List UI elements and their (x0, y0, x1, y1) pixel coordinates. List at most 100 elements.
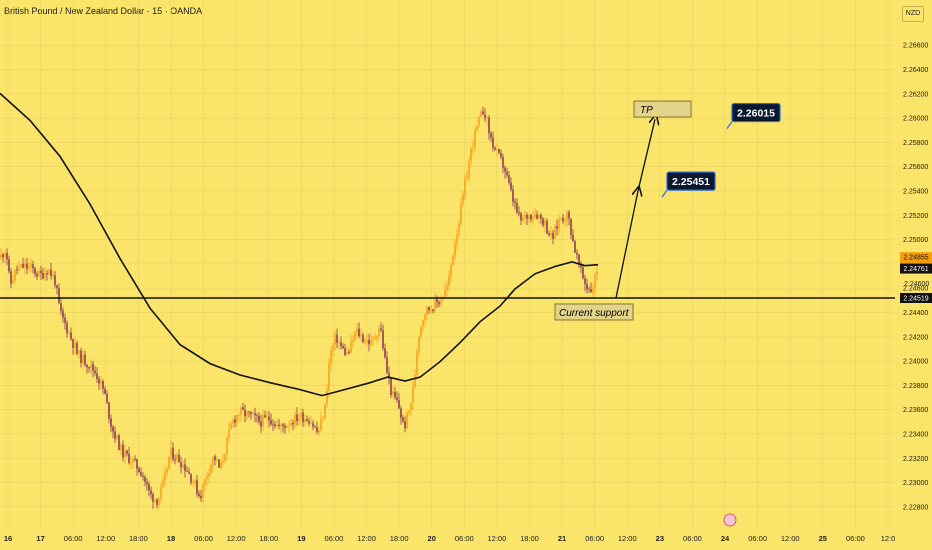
candle-body (24, 263, 26, 268)
target-2-pointer (726, 121, 733, 129)
candle-body (496, 149, 498, 150)
candle-body (238, 415, 240, 416)
currency-button[interactable]: NZD (902, 6, 924, 22)
candle-body (334, 334, 336, 345)
candle-body (138, 468, 140, 473)
candle-body (180, 462, 182, 468)
candle-body (14, 269, 16, 281)
candle-body (476, 125, 478, 131)
candle-body (142, 475, 144, 478)
candle-body (554, 226, 556, 239)
y-tick-label: 2.23000 (903, 480, 928, 487)
candle-body (442, 296, 444, 301)
candle-body (192, 482, 194, 484)
candle-body (338, 342, 340, 344)
candle-body (478, 116, 480, 126)
candle-body (6, 253, 8, 260)
candle-body (594, 275, 596, 290)
candle-body (246, 411, 248, 417)
candle-body (564, 220, 566, 222)
x-tick-label: 06:00 (455, 534, 474, 543)
candle-body (166, 468, 168, 473)
candle-body (482, 111, 484, 115)
candle-body (252, 413, 254, 415)
target-1-pointer (661, 189, 668, 198)
candle-body (530, 214, 532, 220)
candle-body (452, 255, 454, 266)
candle-body (350, 341, 352, 353)
candle-body (432, 309, 434, 312)
candle-body (28, 266, 30, 269)
candle-body (136, 459, 138, 469)
y-tick-label: 2.25000 (903, 237, 928, 244)
candle-body (176, 454, 178, 460)
candle-body (150, 490, 152, 495)
x-tick-label: 06:00 (846, 534, 865, 543)
candle-body (508, 175, 510, 183)
candle-body (582, 267, 584, 279)
projection-arrow (615, 191, 638, 299)
candle-body (144, 477, 146, 482)
candle-body (32, 264, 34, 269)
candle-body (374, 337, 376, 339)
candle-body (60, 303, 62, 311)
candle-body (574, 241, 576, 253)
candle-body (18, 266, 20, 271)
grid (0, 0, 895, 530)
candle-body (104, 388, 106, 394)
x-tick-label: 12:00 (96, 534, 115, 543)
y-tick-label: 2.24200 (903, 334, 928, 341)
candle-body (96, 373, 98, 380)
candle-body (56, 285, 58, 289)
candle-body (44, 273, 46, 279)
candle-body (392, 391, 394, 395)
candle-body (182, 464, 184, 468)
candle-body (100, 380, 102, 384)
candle-body (344, 348, 346, 355)
candle-body (272, 424, 274, 426)
candle-body (502, 156, 504, 168)
time-axis[interactable]: 16 17 06:00 12:00 18:00 18 06:00 12:00 18:00 19 06… (4, 513, 895, 543)
candle-body (74, 343, 76, 348)
candle-body (202, 484, 204, 499)
candle-body (152, 494, 154, 502)
candle-body (430, 309, 432, 311)
y-tick-label: 2.23400 (903, 431, 928, 438)
candle-body (386, 357, 388, 373)
candle-body (382, 330, 384, 349)
candle-body (316, 427, 318, 433)
candle-body (124, 450, 126, 458)
x-tick-label: 18:00 (129, 534, 148, 543)
candle-body (108, 402, 110, 419)
price-axis[interactable]: 2.26600 2.26400 2.26200 2.26000 2.25800 2.256… (900, 43, 932, 512)
candle-body (492, 137, 494, 148)
x-tick-label: 06:00 (64, 534, 83, 543)
candle-body (568, 212, 570, 219)
candle-body (434, 299, 436, 312)
candle-body (584, 278, 586, 284)
candle-body (320, 418, 322, 431)
x-tick-label: 25 (819, 534, 827, 543)
candle-body (488, 117, 490, 134)
candle-body (580, 265, 582, 268)
candle-body (470, 147, 472, 161)
candle-body (282, 424, 284, 426)
candle-body (484, 114, 486, 119)
candle-body (94, 370, 96, 374)
x-tick-label: 06:00 (748, 534, 767, 543)
candle-body (224, 454, 226, 461)
candle-body (130, 462, 132, 464)
candle-body (336, 334, 338, 343)
candle-body (368, 340, 370, 345)
candle-body (420, 326, 422, 337)
candle-body (10, 271, 12, 284)
candle-body (576, 252, 578, 255)
candle-body (540, 214, 542, 219)
candle-body (590, 289, 592, 293)
x-tick-label: 18 (167, 534, 175, 543)
candle-body (586, 283, 588, 290)
candle-body (522, 217, 524, 221)
candle-body (66, 322, 68, 333)
candle-body (68, 332, 70, 334)
